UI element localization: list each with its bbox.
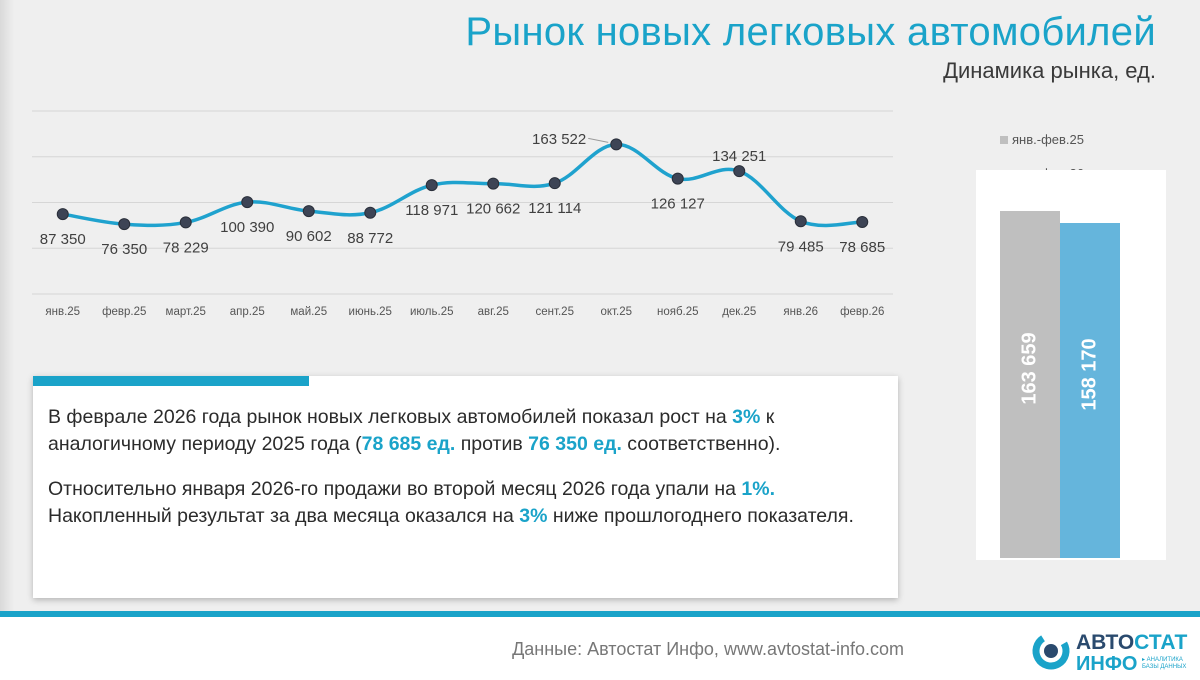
bar-value-label-2026: 158 170 [1078,338,1101,412]
callout-text-span: Относительно января 2026-го продажи во в… [48,478,742,500]
page-title: Рынок новых легковых автомобилей [465,10,1156,54]
data-label: 79 485 [778,238,824,255]
data-point [487,177,500,190]
ytd-bar-chart: 163 659 158 170 [976,170,1166,560]
x-tick-label: апр.25 [230,306,265,318]
x-tick-label: янв.25 [45,306,80,318]
bar-2025 [1000,210,1060,558]
summary-callout: В феврале 2026 года рынок новых легковых… [33,376,898,598]
data-label: 134 251 [712,148,766,165]
avtostat-logo: АВТОСТАТ ИНФО ▸ АНАЛИТИКА БАЗЫ ДАННЫХ [1030,627,1190,675]
data-point [733,165,746,178]
x-tick-label: янв.26 [783,306,818,318]
callout-highlight: 3% [519,505,548,527]
legend-swatch-2025 [1000,135,1008,144]
logo-ring-icon [1032,632,1070,670]
x-tick-label: март.25 [166,306,206,318]
callout-text-span: соответственно). [621,433,781,455]
label-leader-line [588,137,609,143]
x-tick-label: февр.25 [102,306,146,318]
callout-highlight: 1%. [741,478,776,500]
data-label: 120 662 [466,201,520,218]
legend-item-2025: янв.-фев.25 [1000,131,1084,147]
logo-text-auto: АВТО [1076,631,1135,654]
x-tick-label: авг.25 [478,306,509,318]
data-point [856,216,869,229]
x-tick-label: июнь.25 [349,306,392,318]
callout-text-span: к аналогичному периоду 2025 года ( [48,406,775,455]
x-tick-label: февр.26 [840,306,884,318]
callout-text-span: ниже прошлогоднего показателя. [547,505,854,527]
callout-text-span: В феврале 2026 года рынок новых легковых… [48,406,733,428]
callout-highlight: 3% [732,406,761,428]
data-label: 88 772 [347,230,393,247]
data-point [425,179,438,192]
data-point [794,215,807,228]
data-point [548,177,561,190]
data-label: 118 971 [405,202,458,219]
bar-value-label-2025: 163 659 [1018,332,1041,405]
data-source: Данные: Автостат Инфо, www.avtostat-info… [512,639,904,659]
x-tick-label: дек.25 [722,306,756,318]
callout-text-span: против [455,433,529,455]
legend-label-2025: янв.-фев.25 [1012,132,1084,148]
bar-2026 [1060,222,1120,558]
monthly-line-chart: 87 350 янв.25 76 350 февр.25 78 229 март.25 10… [32,110,893,318]
callout-text-span: Накопленный результат за два месяца оказ… [48,505,520,527]
slide-edge-shadow [0,0,14,680]
data-point [610,138,623,151]
data-point [364,206,377,219]
data-label: 87 350 [40,231,86,248]
callout-highlight: 76 350 ед. [528,433,622,455]
logo-text-line2: ИНФО [1076,653,1138,675]
data-label: 100 390 [220,219,274,236]
x-tick-label: сент.25 [536,306,574,318]
callout-text: В феврале 2026 года рынок новых легковых… [48,404,878,548]
callout-highlight: 78 685 ед. [361,433,456,455]
footer-accent-line [0,611,1200,617]
data-point [118,218,131,231]
logo-tagline: ▸ АНАЛИТИКА БАЗЫ ДАННЫХ [1142,657,1187,670]
data-label: 78 229 [163,239,209,256]
footer: Данные: Автостат Инфо, www.avtostat-info… [0,617,1200,680]
x-tick-label: окт.25 [600,306,632,318]
callout-accent-bar [33,376,309,386]
data-label: 163 522 [532,131,586,148]
data-point [56,208,69,221]
data-point [671,172,684,185]
x-tick-label: нояб.25 [657,306,699,318]
x-tick-label: май.25 [290,306,327,318]
x-tick-label: июль.25 [410,306,453,318]
page-subtitle: Динамика рынка, ед. [943,58,1156,83]
data-point [179,216,192,229]
logo-text-stat: СТАТ [1134,631,1188,654]
data-label: 126 127 [651,196,705,213]
data-label: 121 114 [528,200,581,217]
callout-paragraph-1: В феврале 2026 года рынок новых легковых… [48,404,878,458]
data-point [241,196,254,209]
data-label: 78 685 [839,239,885,256]
logo-text-line1: АВТОСТАТ [1076,631,1187,655]
data-point [302,205,315,218]
data-label: 76 350 [101,241,147,258]
callout-paragraph-2: Относительно января 2026-го продажи во в… [48,476,878,530]
data-label: 90 602 [286,228,332,245]
